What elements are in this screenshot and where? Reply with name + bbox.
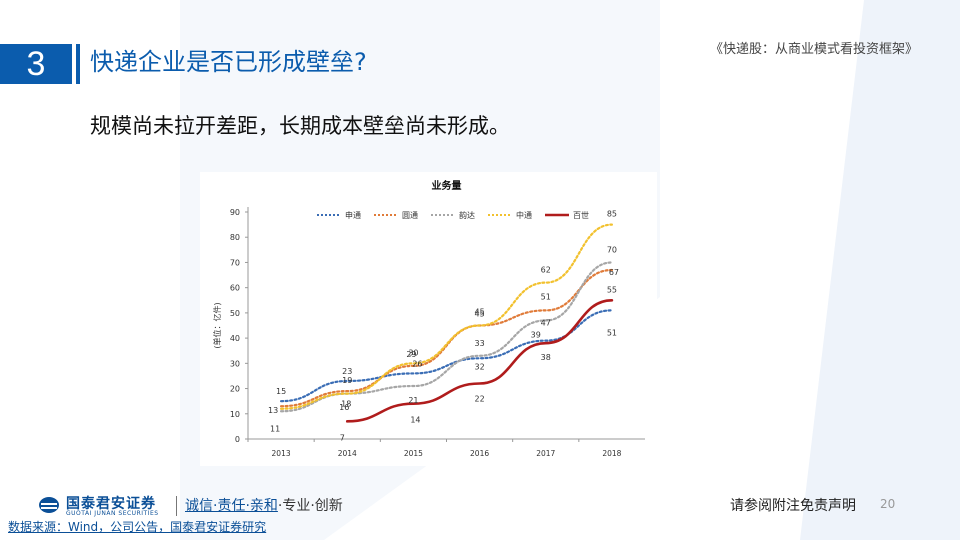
data-label: 15 [276, 387, 286, 396]
y-tick-label: 10 [230, 410, 240, 419]
data-label: 22 [474, 395, 484, 404]
y-tick-label: 60 [230, 284, 240, 293]
data-label: 85 [607, 210, 617, 219]
slogan-rest: ·专业·创新 [277, 498, 343, 514]
data-label: 38 [541, 353, 551, 362]
data-label: 47 [541, 318, 551, 327]
chart-container: 业务量 0 10 20 30 40 50 60 70 80 90 (单位：亿件) 2013 2014 201… [200, 172, 657, 466]
legend-label: 申通 [345, 210, 361, 220]
series-line-1 [279, 309, 614, 403]
data-label: 39 [531, 331, 541, 340]
business-volume-chart: 业务量 0 10 20 30 40 50 60 70 80 90 (单位：亿件) 2013 2014 201… [212, 179, 645, 458]
data-source: 数据来源：Wind，公司公告，国泰君安证券研究 [8, 520, 267, 534]
data-label: 33 [474, 339, 484, 348]
data-label: 16 [339, 403, 349, 412]
y-tick-label: 80 [230, 233, 240, 242]
chart-title: 业务量 [432, 179, 462, 192]
company-slogan: 诚信·责任·亲和·专业·创新 [185, 495, 343, 515]
page-subtitle: 规模尚未拉开差距，长期成本壁垒尚未形成。 [90, 114, 510, 138]
background-shape-right [800, 0, 960, 540]
data-label: 30 [408, 348, 418, 357]
page-number: 20 [880, 497, 896, 511]
data-label: 55 [607, 285, 617, 294]
series-line-4 [279, 223, 614, 410]
data-label: 23 [342, 367, 352, 376]
x-tick-label: 2014 [338, 449, 357, 458]
data-label: 32 [474, 362, 484, 371]
data-label: 70 [607, 245, 617, 254]
data-label: 62 [541, 266, 551, 275]
y-tick-label: 90 [230, 208, 240, 217]
footer-divider [176, 496, 177, 516]
y-tick-label: 30 [230, 359, 240, 368]
section-number: 3 [0, 44, 72, 84]
data-label: 11 [270, 424, 280, 433]
y-tick-label: 70 [230, 258, 240, 267]
y-tick-label: 20 [230, 385, 240, 394]
company-logo-subtext: GUOTAI JUNAN SECURITIES [66, 510, 159, 517]
data-label: 51 [541, 292, 551, 301]
legend-label: 百世 [573, 210, 589, 220]
series-line-5 [345, 298, 614, 423]
legend-label: 中通 [516, 210, 532, 220]
y-tick-label: 0 [235, 435, 240, 444]
y-tick-label: 40 [230, 334, 240, 343]
legend-label: 圆通 [402, 210, 418, 220]
company-logo-text: 国泰君安证券 [66, 496, 156, 512]
slogan-underlined: 诚信·责任·亲和 [185, 498, 278, 514]
x-tick-label: 2018 [602, 449, 621, 458]
data-label: 45 [474, 310, 484, 319]
section-divider-bar [76, 44, 80, 84]
x-tick-label: 2015 [404, 449, 423, 458]
page-title: 快递企业是否已形成壁垒? [90, 48, 367, 76]
disclaimer-link[interactable]: 请参阅附注免责声明 [730, 498, 856, 514]
y-tick-label: 50 [230, 309, 240, 318]
legend-label: 韵达 [459, 210, 475, 220]
data-label: 13 [268, 406, 278, 415]
data-label: 19 [342, 376, 352, 385]
x-tick-label: 2013 [272, 449, 291, 458]
y-axis-label: (单位：亿件) [212, 302, 222, 348]
data-label: 14 [410, 416, 420, 425]
data-label: 7 [340, 433, 345, 442]
data-label: 21 [408, 396, 418, 405]
data-label: 18 [341, 400, 351, 409]
x-tick-label: 2017 [536, 449, 555, 458]
data-label: 45 [474, 308, 484, 317]
data-label: 29 [406, 350, 416, 359]
report-name: 《快递股：从商业模式看投资框架》 [709, 42, 918, 57]
x-tick-label: 2016 [470, 449, 489, 458]
data-label: 26 [412, 359, 422, 368]
data-label: 67 [609, 268, 619, 277]
company-logo-icon [39, 497, 59, 513]
data-label: 51 [607, 328, 617, 337]
